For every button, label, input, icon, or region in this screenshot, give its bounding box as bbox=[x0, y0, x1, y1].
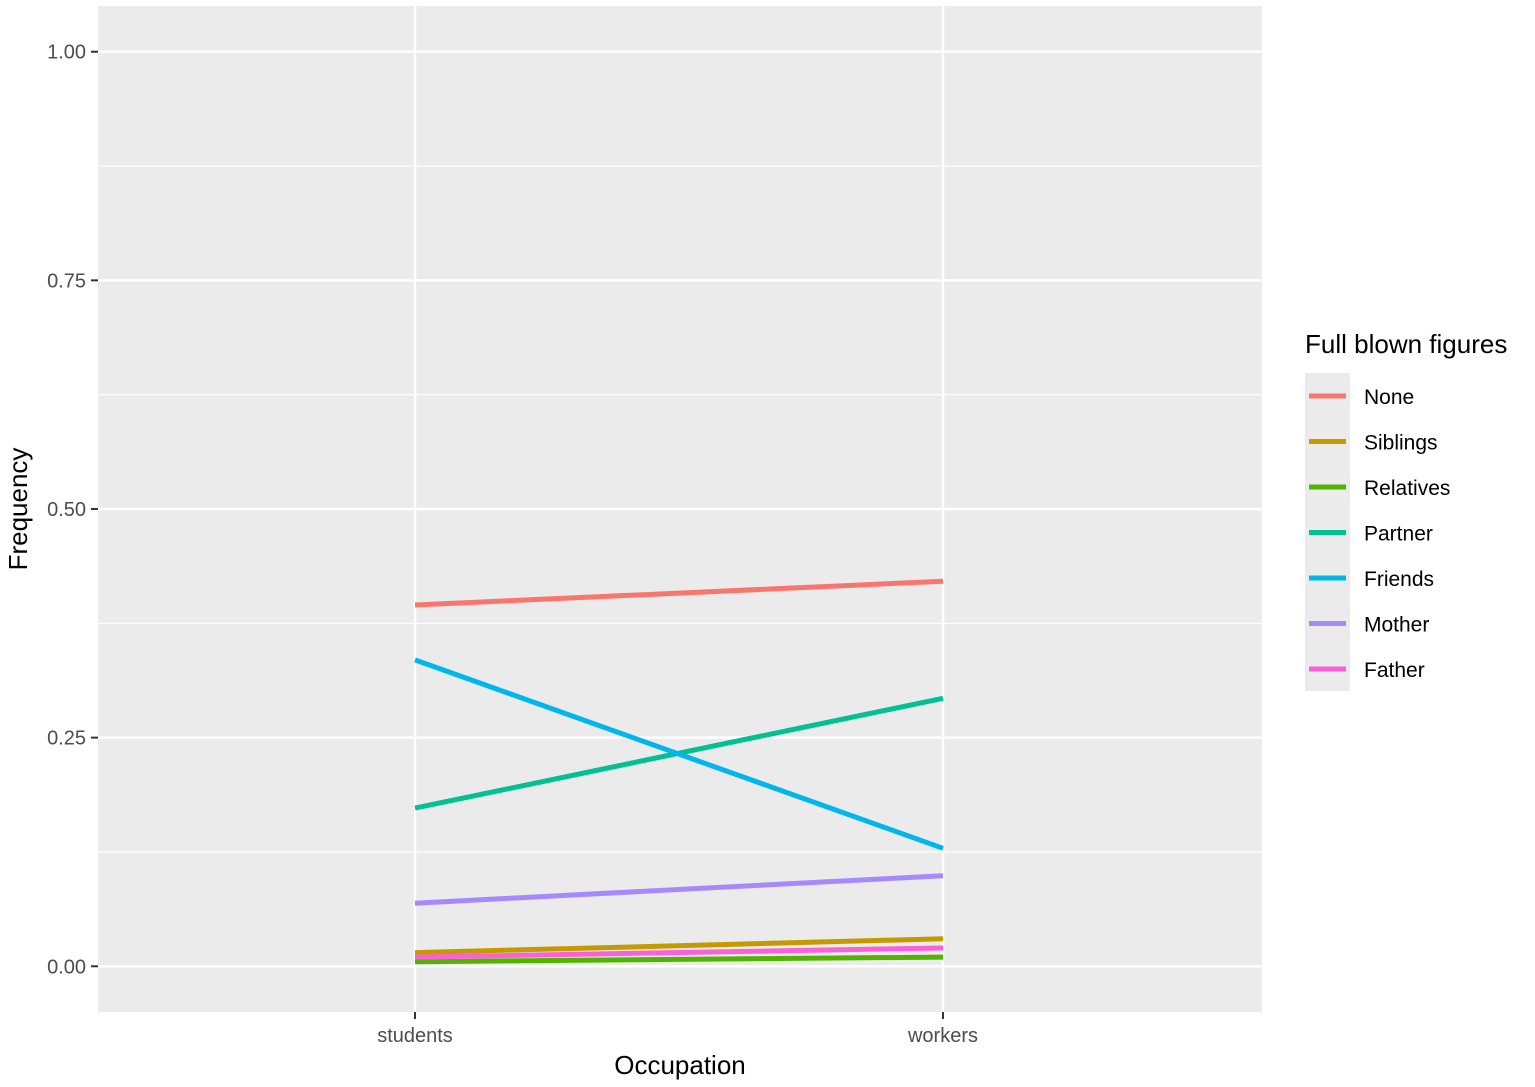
y-tick-label: 0.25 bbox=[47, 728, 86, 750]
series-line-relatives bbox=[414, 954, 944, 965]
legend-label-friends: Friends bbox=[1364, 568, 1434, 591]
legend-title: Full blown figures bbox=[1305, 329, 1507, 359]
legend-label-relatives: Relatives bbox=[1364, 477, 1450, 500]
y-axis-title: Frequency bbox=[3, 448, 33, 571]
legend-label-father: Father bbox=[1364, 659, 1425, 682]
series-lines bbox=[414, 578, 944, 965]
legend-label-mother: Mother bbox=[1364, 614, 1429, 637]
x-axis-title: Occupation bbox=[614, 1050, 746, 1080]
x-axis: students workers bbox=[377, 1012, 978, 1047]
major-gridlines bbox=[98, 6, 1262, 1012]
legend-items: None Siblings Relatives Partner Friends Mothe… bbox=[1309, 386, 1450, 682]
minor-gridlines bbox=[98, 165, 1262, 853]
legend-label-siblings: Siblings bbox=[1364, 432, 1438, 455]
y-tick-label: 1.00 bbox=[47, 42, 86, 64]
x-tick-label: workers bbox=[907, 1025, 978, 1047]
y-tick-label: 0.00 bbox=[47, 956, 86, 978]
series-line-siblings bbox=[414, 936, 944, 956]
y-tick-label: 0.75 bbox=[47, 270, 86, 292]
series-line-friends bbox=[414, 657, 944, 851]
x-tick-label: students bbox=[377, 1025, 453, 1047]
series-line-father bbox=[414, 945, 944, 960]
y-axis: 0.00 0.25 0.50 0.75 1.00 bbox=[47, 42, 98, 978]
legend: Full blown figures None Siblings Relatives… bbox=[1305, 329, 1507, 691]
y-tick-label: 0.50 bbox=[47, 499, 86, 521]
series-line-none bbox=[414, 578, 944, 608]
legend-label-none: None bbox=[1364, 386, 1414, 409]
legend-label-partner: Partner bbox=[1364, 523, 1433, 546]
series-line-mother bbox=[414, 873, 944, 906]
